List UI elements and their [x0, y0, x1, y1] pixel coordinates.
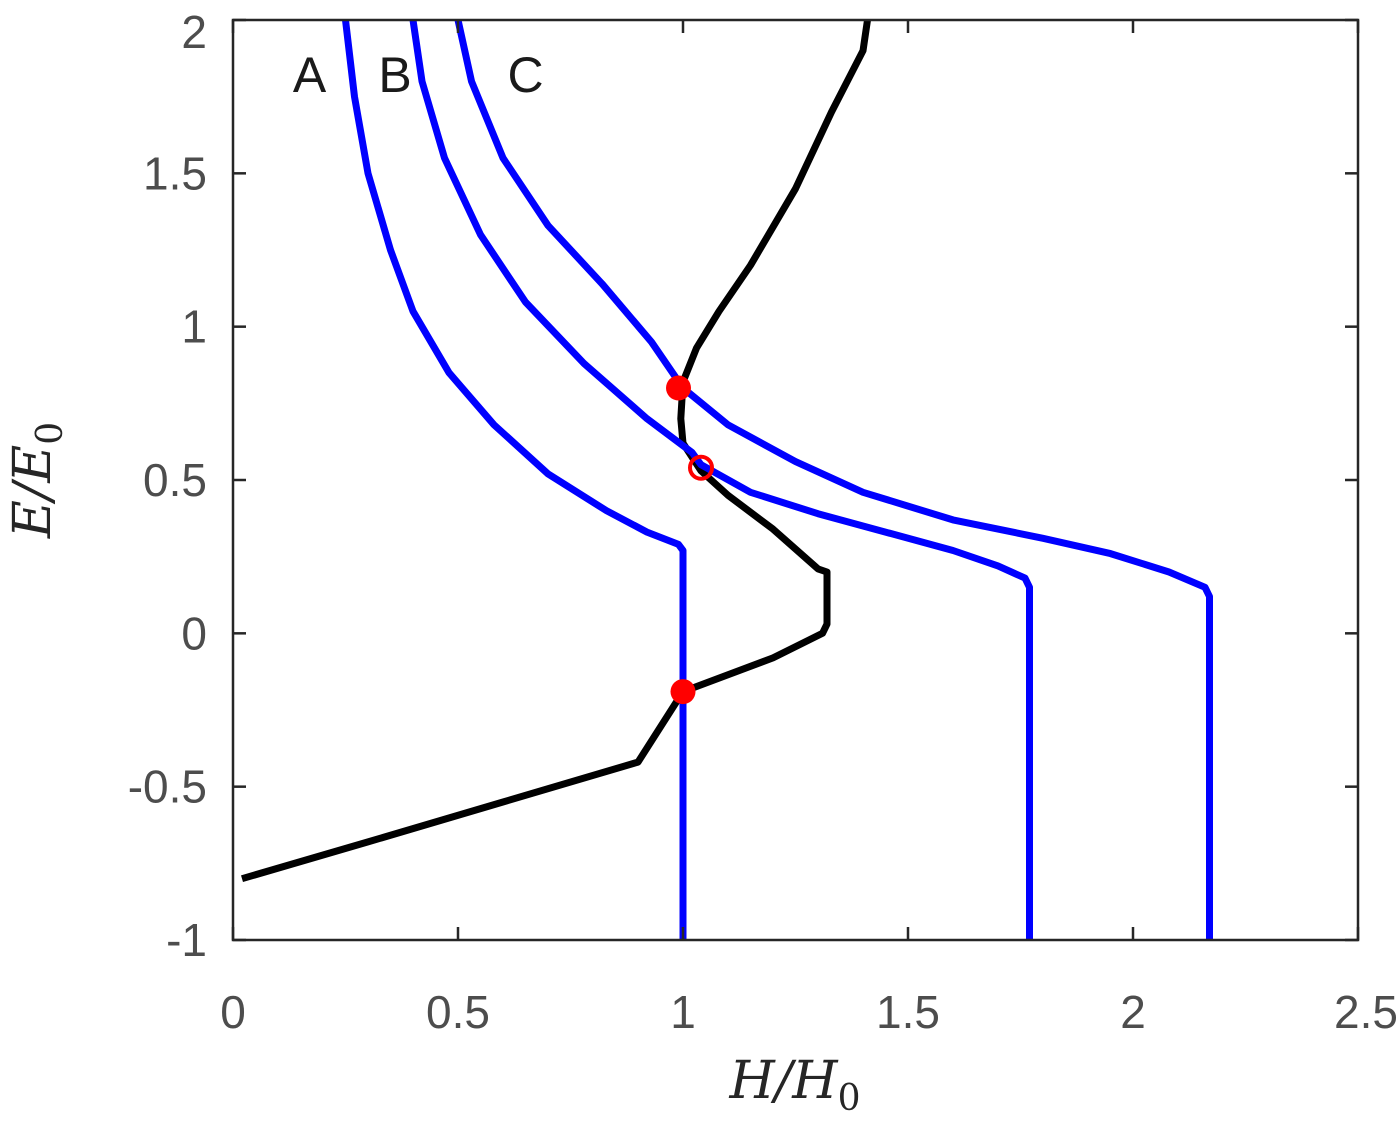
curve-label-c: C: [507, 47, 543, 103]
series-line-3: [409, 19, 1033, 940]
marker-point-1: [666, 375, 691, 401]
x-tick-label: 2: [1120, 986, 1146, 1038]
x-axis-label: H/H0: [728, 1051, 860, 1119]
y-axis-label-main: E/E: [3, 445, 63, 539]
x-tick-label: 2.5: [1334, 986, 1398, 1038]
x-axis-label-sub: 0: [838, 1078, 861, 1119]
marker-point-3: [670, 679, 696, 705]
y-tick-label: 0: [181, 607, 207, 659]
x-tick-label: 0: [220, 986, 246, 1038]
ticks-layer: 0 0.5 1 1.5 2 2.5 -1 -0.5 0 0.5 1 1.5 2: [128, 6, 1398, 1038]
marker-layer: [666, 375, 714, 705]
y-tick-label: -1: [166, 914, 207, 966]
y-axis-label: E/E0: [3, 422, 71, 539]
y-tick-label: 1.5: [143, 147, 207, 199]
series-line-1: [241, 19, 871, 883]
x-tick-label: 1.5: [876, 986, 940, 1038]
y-tick-label: 1: [181, 301, 207, 353]
series-layer: [241, 19, 1213, 940]
curve-label-a: A: [293, 47, 327, 103]
x-tick-label: 0.5: [426, 986, 490, 1038]
y-axis-label-sub: 0: [30, 422, 71, 445]
y-tick-label: -0.5: [128, 761, 207, 813]
x-axis-label-main: H/H: [728, 1051, 839, 1111]
curve-label-b: B: [378, 47, 411, 103]
series-line-2: [342, 19, 687, 940]
x-tick-label: 1: [670, 986, 696, 1038]
y-tick-label: 2: [181, 6, 207, 58]
y-tick-label: 0.5: [143, 454, 207, 506]
series-line-4: [454, 19, 1213, 940]
marker-point-2: [688, 454, 714, 481]
